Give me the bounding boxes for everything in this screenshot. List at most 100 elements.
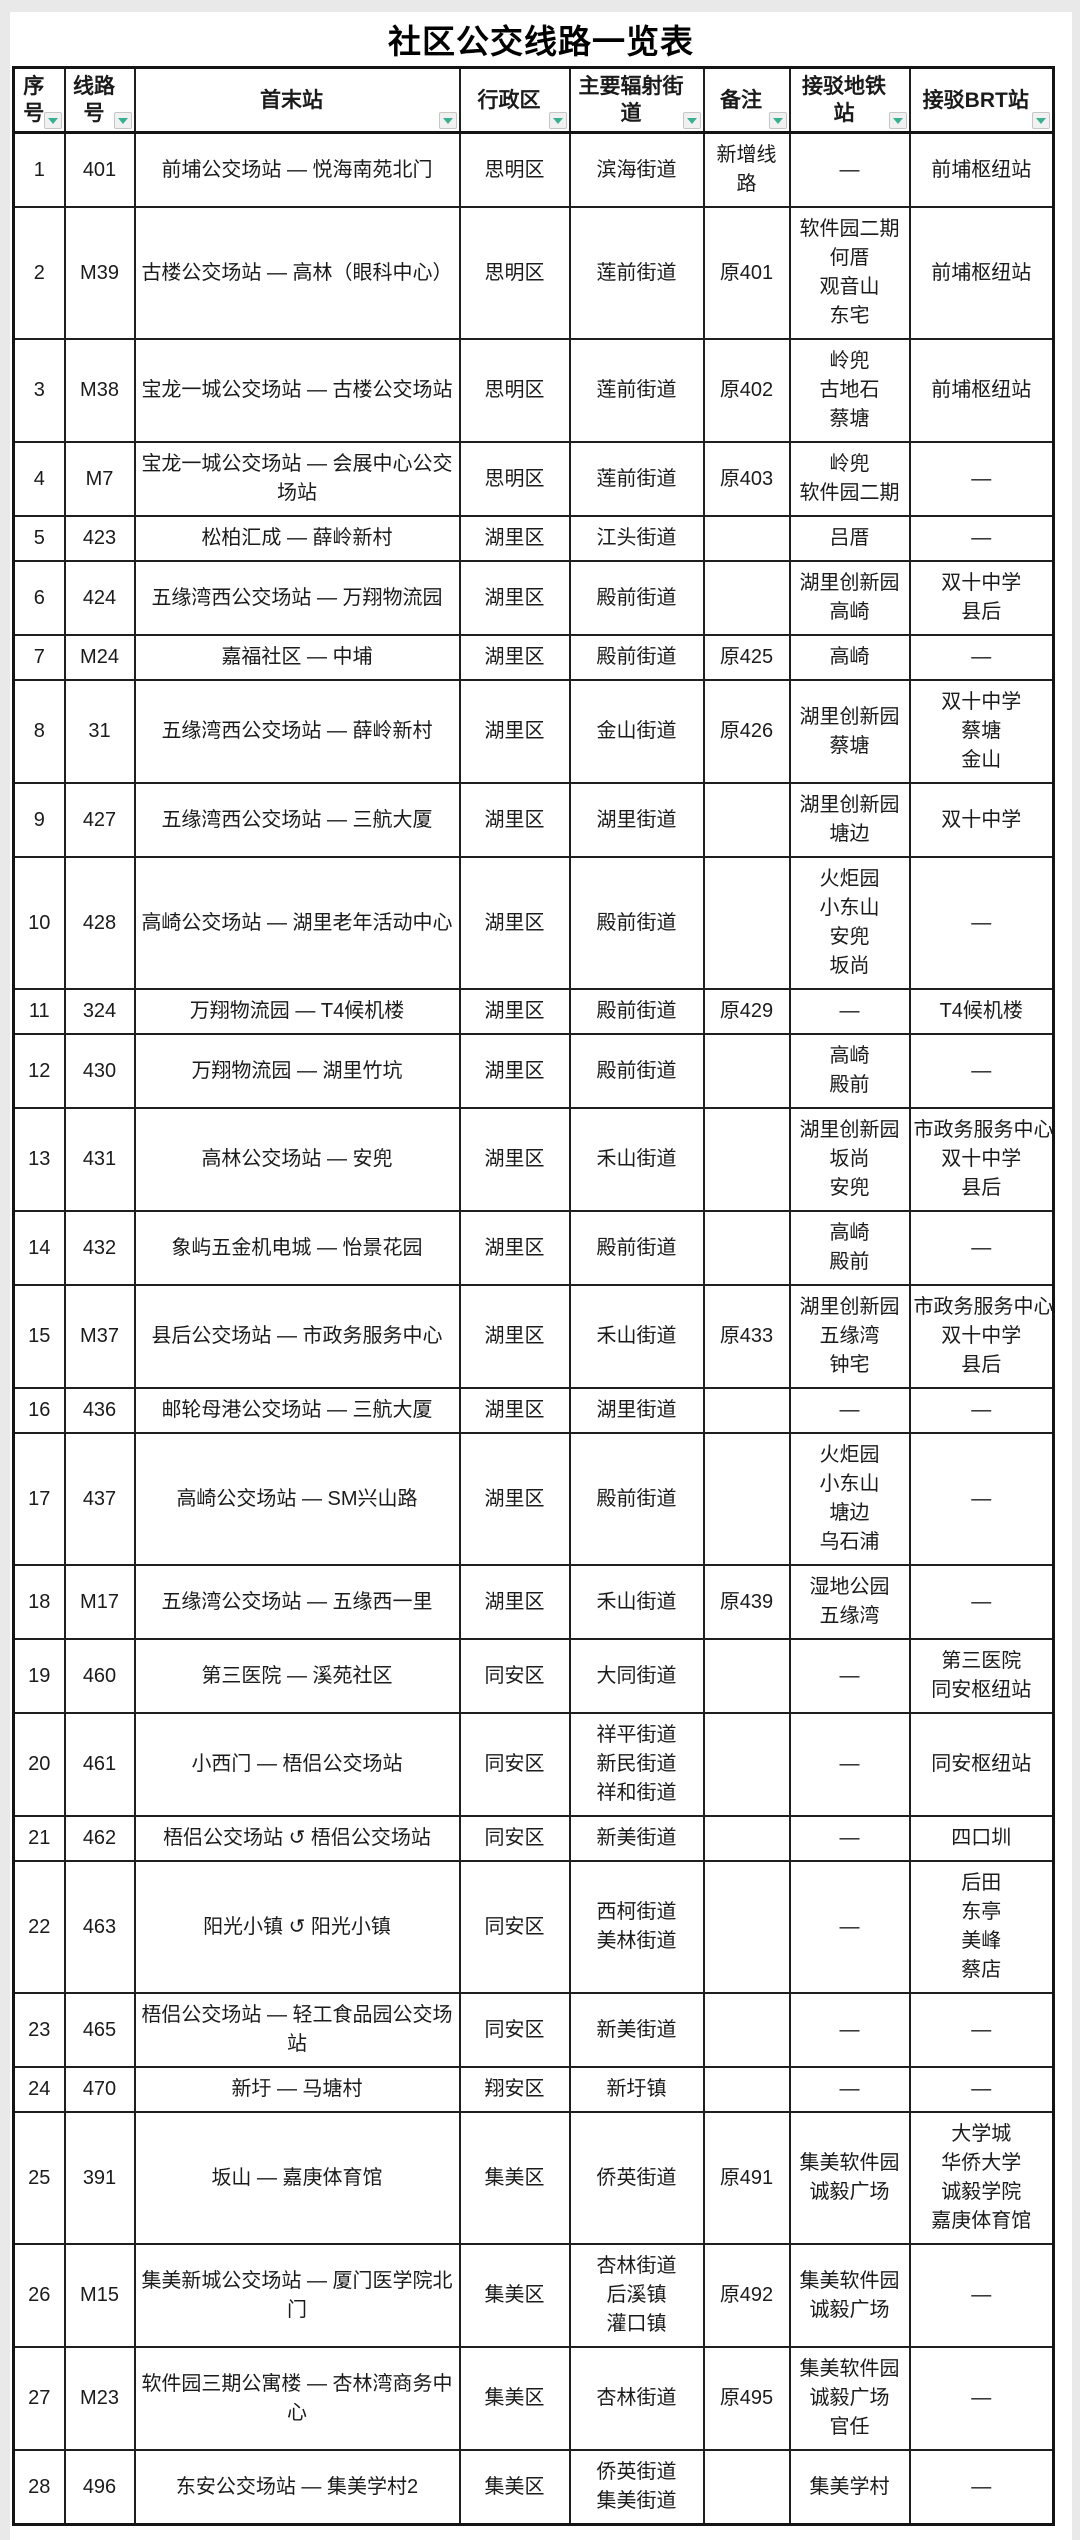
cell-brt-line: — — [971, 1236, 992, 1259]
column-header-district: 行政区 — [458, 66, 571, 134]
cell-metro: 高崎 殿前 — [788, 1210, 911, 1286]
cell-streets: 殿前街道 — [568, 856, 705, 990]
cell-streets-line: 祥平街道 — [596, 1724, 677, 1746]
cell-metro-line: 蔡塘 — [829, 734, 870, 757]
cell-stations: 古楼公交场站 — 高林（眼科中心） — [133, 206, 461, 340]
table-row: 6 424 五缘湾西公交场站 — 万翔物流园 湖里区 殿前街道 湖里创新园 高崎 双十中学 县后 — [12, 560, 1055, 636]
cell-streets: 滨海街道 — [568, 131, 705, 208]
cell-brt-line: — — [971, 2284, 992, 2306]
cell-brt-line: — — [971, 1487, 992, 1510]
cell-streets: 杏林街道 — [568, 2346, 705, 2451]
filter-dropdown-icon[interactable] — [113, 112, 132, 129]
filter-dropdown-icon[interactable] — [682, 112, 701, 129]
cell-metro-line: 五缘湾 — [819, 1325, 880, 1347]
cell-note: 原491 — [702, 2111, 791, 2245]
column-header-label: 首末站 — [260, 88, 323, 112]
cell-route: 324 — [63, 988, 136, 1035]
cell-index: 25 — [12, 2111, 66, 2245]
filter-dropdown-icon[interactable] — [888, 112, 907, 129]
filter-dropdown-icon[interactable] — [438, 112, 457, 129]
cell-brt: 前埔枢纽站 — [908, 131, 1055, 208]
cell-note — [702, 560, 791, 636]
table-row: 14 432 象屿五金机电城 — 怡景花园 湖里区 殿前街道 高崎 殿前 — — [12, 1210, 1055, 1286]
cell-streets: 莲前街道 — [568, 338, 705, 443]
cell-brt: 前埔枢纽站 — [908, 338, 1055, 443]
cell-index: 6 — [12, 560, 66, 636]
column-header-route: 线路号 — [63, 66, 136, 134]
cell-note: 原425 — [702, 634, 791, 681]
cell-stations: 高崎公交场站 — 湖里老年活动中心 — [133, 856, 461, 990]
cell-brt-line: 县后 — [961, 601, 1002, 623]
cell-metro-line: 古地石 — [819, 379, 880, 401]
cell-metro: 集美软件园 诚毅广场 — [788, 2111, 911, 2245]
chevron-down-icon — [117, 117, 128, 124]
cell-index: 14 — [12, 1210, 66, 1286]
cell-stations: 象屿五金机电城 — 怡景花园 — [133, 1210, 461, 1286]
cell-metro: — — [788, 1815, 911, 1862]
cell-streets-line: 杏林街道 — [596, 2387, 677, 2409]
cell-brt-line: 华侨大学 — [941, 2152, 1022, 2174]
cell-streets-line: 殿前街道 — [596, 1059, 677, 1082]
table-row: 7 M24 嘉福社区 — 中埔 湖里区 殿前街道 原425 高崎 — — [12, 634, 1055, 681]
filter-dropdown-icon[interactable] — [768, 112, 787, 129]
cell-note: 原429 — [702, 988, 791, 1035]
cell-streets-line: 禾山街道 — [596, 1325, 677, 1347]
cell-metro-line: 蔡塘 — [829, 408, 870, 430]
cell-route: 432 — [63, 1210, 136, 1286]
table-row: 3 M38 宝龙一城公交场站 — 古楼公交场站 思明区 莲前街道 原402 岭兜 古地石 蔡塘前… — [12, 338, 1055, 443]
filter-dropdown-icon[interactable] — [43, 112, 62, 129]
cell-brt: 前埔枢纽站 — [908, 206, 1055, 340]
cell-stations: 松柏汇成 — 薛岭新村 — [133, 515, 461, 562]
chevron-down-icon — [47, 117, 58, 124]
cell-note: 新增线路 — [702, 131, 791, 208]
cell-streets: 侨英街道 — [568, 2111, 705, 2245]
chevron-down-icon — [1036, 117, 1046, 124]
filter-dropdown-icon[interactable] — [1032, 112, 1050, 129]
cell-index: 10 — [12, 856, 66, 990]
cell-route: M23 — [63, 2346, 136, 2451]
cell-brt: — — [908, 1033, 1055, 1109]
cell-note — [702, 1033, 791, 1109]
cell-brt: 第三医院 同安枢纽站 — [908, 1638, 1055, 1714]
cell-streets-line: 殿前街道 — [596, 646, 677, 668]
cell-metro-line: — — [839, 2018, 860, 2041]
cell-route: 462 — [63, 1815, 136, 1862]
cell-metro-line: 小东山 — [819, 897, 880, 919]
cell-brt: 双十中学 县后 — [908, 560, 1055, 636]
cell-metro: 软件园二期 何厝 观音山 东宅 — [788, 206, 911, 340]
cell-streets: 侨英街道 集美街道 — [568, 2449, 705, 2526]
cell-district: 湖里区 — [458, 1210, 571, 1286]
cell-metro-line: — — [839, 2078, 860, 2100]
cell-route: 431 — [63, 1107, 136, 1212]
cell-streets-line: 殿前街道 — [596, 1236, 677, 1259]
cell-streets: 殿前街道 — [568, 634, 705, 681]
cell-streets-line: 湖里街道 — [596, 808, 677, 831]
cell-metro-line: 吕厝 — [829, 527, 870, 549]
cell-brt-line: — — [971, 467, 992, 490]
cell-brt: — — [908, 515, 1055, 562]
cell-metro-line: 湖里创新园 — [799, 705, 900, 728]
cell-brt-line: 后田 — [961, 1872, 1002, 1894]
cell-brt-line: — — [971, 2475, 992, 2498]
cell-district: 集美区 — [458, 2449, 571, 2526]
cell-metro: — — [788, 1638, 911, 1714]
bus-route-table: 序号 线路号 首末站 行政区 主要辐射街道 备注 接驳地铁站 接驳BRT站 1 401 前埔公交场… — [12, 66, 1055, 2526]
cell-note — [702, 1815, 791, 1862]
cell-stations: 五缘湾公交场站 — 五缘西一里 — [133, 1564, 461, 1640]
cell-metro-line: 殿前 — [829, 1251, 870, 1273]
cell-district: 同安区 — [458, 1815, 571, 1862]
cell-metro-line: — — [839, 1915, 860, 1938]
cell-streets-line: 莲前街道 — [596, 379, 677, 401]
cell-metro: — — [788, 1387, 911, 1434]
cell-index: 12 — [12, 1033, 66, 1109]
cell-stations: 集美新城公交场站 — 厦门医学院北门 — [133, 2243, 461, 2348]
cell-streets-line: 禾山街道 — [596, 1590, 677, 1613]
cell-metro-line: 钟宅 — [829, 1354, 870, 1376]
filter-dropdown-icon[interactable] — [548, 112, 567, 129]
column-header-label: 接驳BRT站 — [922, 88, 1029, 112]
cell-brt-line: 第三医院 — [941, 1650, 1022, 1672]
cell-stations: 五缘湾西公交场站 — 三航大厦 — [133, 782, 461, 858]
cell-note — [702, 2449, 791, 2526]
cell-streets: 殿前街道 — [568, 1033, 705, 1109]
cell-route: 436 — [63, 1387, 136, 1434]
